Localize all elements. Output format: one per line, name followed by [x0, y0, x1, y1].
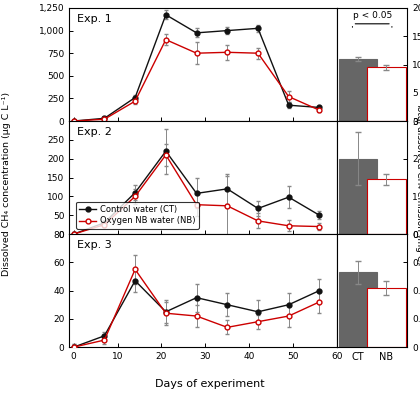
Bar — [367, 180, 406, 234]
Text: Exp. 3: Exp. 3 — [77, 240, 112, 250]
Text: Dissolved CH₄ concentration (μg C L⁻¹): Dissolved CH₄ concentration (μg C L⁻¹) — [2, 91, 11, 276]
Text: p < 0.05: p < 0.05 — [352, 12, 392, 20]
Bar — [339, 272, 378, 347]
Text: Exp. 2: Exp. 2 — [77, 127, 112, 137]
Text: Total dissolved CH₄ emission (mg C): Total dissolved CH₄ emission (mg C) — [415, 102, 420, 265]
Legend: Control water (CT), Oxygen NB water (NB): Control water (CT), Oxygen NB water (NB) — [76, 201, 199, 229]
Text: Days of experiment: Days of experiment — [155, 379, 265, 389]
Bar — [339, 159, 378, 234]
Bar — [367, 67, 406, 121]
Bar — [367, 288, 406, 347]
Bar — [339, 59, 378, 121]
Text: Exp. 1: Exp. 1 — [77, 14, 112, 24]
